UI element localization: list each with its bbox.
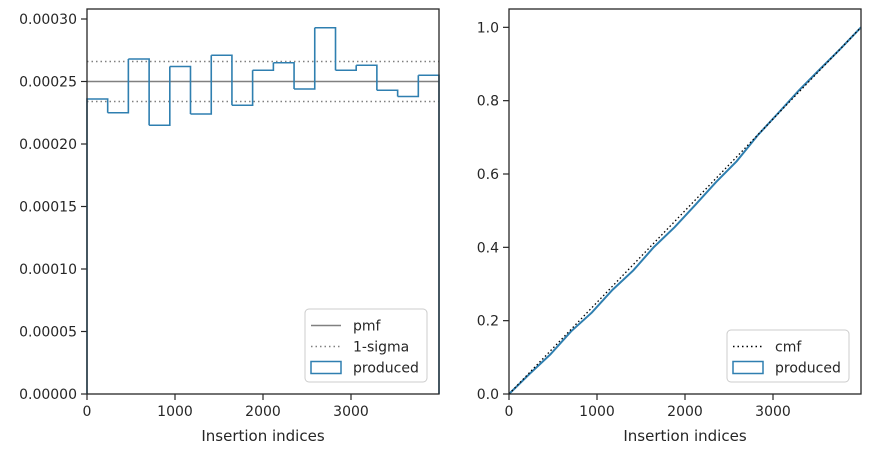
legend-label-cmf: cmf — [775, 340, 802, 356]
x-tick-label: 0 — [505, 404, 514, 420]
cmf-panel: 0 1000 2000 3000 0.0 0.2 0.4 0.6 0.8 1.0 Insertion… — [477, 8, 862, 445]
y-tick-label: 0.00025 — [19, 75, 77, 91]
legend-label-pmf: pmf — [353, 319, 382, 335]
axes-frame — [508, 8, 862, 395]
y-tick-label: 0.00005 — [19, 325, 77, 341]
y-tick-label: 0.00010 — [19, 262, 77, 278]
produced-cumulative-line — [508, 26, 862, 395]
histogram-bin — [252, 62, 275, 72]
y-tick-label: 1.0 — [477, 20, 499, 36]
y-tick-label: 0.00000 — [19, 387, 77, 403]
y-tick-label: 0.00015 — [19, 200, 77, 216]
histogram-bin — [149, 66, 171, 127]
y-tick-label: 0.2 — [477, 314, 499, 330]
x-tick-label: 1000 — [157, 404, 193, 420]
x-tick-label: 1000 — [579, 404, 615, 420]
x-axis-label: Insertion indices — [201, 427, 324, 445]
y-tick-label: 0.6 — [477, 167, 499, 183]
histogram-bin — [273, 61, 295, 89]
legend-box — [726, 329, 850, 383]
legend-label-sigma: 1-sigma — [353, 340, 409, 356]
y-tick-label: 0.8 — [477, 94, 499, 110]
histogram-bin — [169, 65, 192, 114]
histogram-bin — [356, 64, 378, 91]
histogram-bin — [128, 58, 150, 126]
x-tick-label: 2000 — [667, 404, 703, 420]
histogram-panel: 0 1000 2000 3000 0.00000 0.00005 0.00010 0.0001… — [19, 8, 440, 445]
histogram-bin — [294, 27, 316, 90]
axes-frame — [86, 8, 440, 395]
legend-box — [304, 308, 428, 383]
legend-handle-produced — [732, 360, 764, 375]
histogram-bin — [190, 55, 213, 115]
x-tick-label: 0 — [83, 404, 92, 420]
histogram-bin — [211, 54, 233, 106]
x-axis-label: Insertion indices — [623, 427, 746, 445]
y-tick-label: 0.4 — [477, 240, 499, 256]
histogram-bin — [107, 59, 130, 114]
histogram-bin — [376, 89, 399, 97]
histogram-bin — [335, 65, 357, 72]
histogram-bin — [231, 70, 254, 107]
y-tick-label: 0.0 — [477, 387, 499, 403]
histogram-bin — [86, 98, 109, 394]
x-tick-label: 2000 — [245, 404, 281, 420]
legend-label-produced: produced — [775, 361, 841, 377]
legend-handle-produced — [310, 360, 342, 375]
cmf-line — [508, 26, 862, 395]
y-tick-label: 0.00030 — [19, 12, 77, 28]
x-tick-label: 3000 — [755, 404, 791, 420]
legend-label-produced: produced — [353, 361, 419, 377]
x-tick-label: 3000 — [333, 404, 369, 420]
histogram-bin — [397, 75, 420, 98]
histogram-bin — [314, 26, 337, 71]
y-tick-label: 0.00020 — [19, 137, 77, 153]
